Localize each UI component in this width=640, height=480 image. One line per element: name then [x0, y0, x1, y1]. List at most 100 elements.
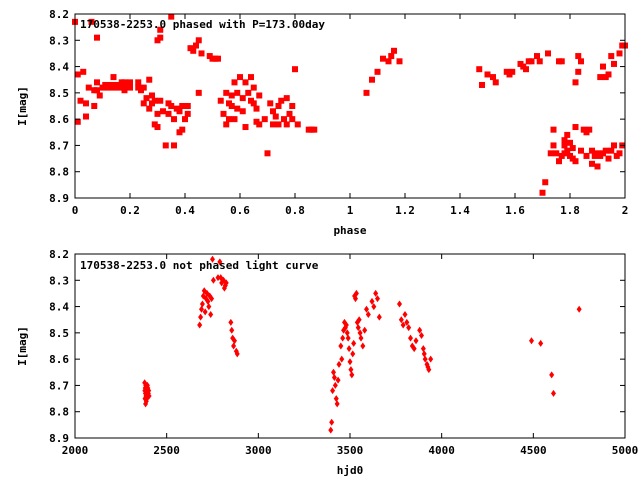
data-point	[349, 371, 355, 379]
data-point	[363, 89, 370, 96]
data-point	[333, 395, 339, 403]
data-point	[127, 84, 133, 91]
data-point	[205, 297, 211, 305]
data-point	[253, 105, 260, 112]
data-point	[347, 358, 353, 366]
data-point	[215, 55, 221, 62]
data-point	[149, 92, 155, 99]
data-point	[77, 97, 84, 104]
data-point	[479, 81, 485, 88]
data-point	[421, 350, 427, 358]
data-point	[294, 121, 301, 128]
data-point	[239, 95, 246, 102]
data-point	[146, 76, 153, 83]
data-point	[550, 142, 557, 149]
axis-ticks: 0 0.2 0.4 0.6 0.8 1 1.2 1.4 1.6 1.8 2 8.2 8.3 8.4 8.5 8…	[49, 8, 628, 217]
data-point	[567, 139, 573, 146]
data-point	[209, 295, 215, 303]
data-point	[373, 289, 379, 297]
data-point	[275, 121, 282, 128]
data-point	[157, 34, 164, 41]
data-point	[198, 313, 204, 321]
data-point	[583, 152, 590, 159]
data-point	[545, 50, 551, 57]
data-point	[334, 400, 340, 408]
data-point	[572, 158, 579, 165]
data-point	[589, 147, 595, 154]
data-point	[360, 342, 366, 350]
data-point	[94, 34, 100, 41]
data-point	[283, 95, 290, 102]
data-point	[538, 339, 544, 347]
data-point	[589, 160, 595, 167]
data-point	[380, 55, 386, 62]
data-point	[371, 303, 377, 311]
data-point	[551, 389, 556, 397]
data-point	[228, 103, 235, 109]
data-point	[157, 26, 164, 33]
y-tick-label: 8.5	[49, 87, 69, 100]
y-tick-label: 8.8	[49, 166, 69, 179]
data-point	[228, 318, 234, 326]
data-point	[210, 255, 215, 263]
data-point	[206, 303, 212, 311]
data-point	[528, 58, 535, 65]
data-point	[422, 355, 428, 363]
data-point	[226, 116, 232, 123]
data-point	[168, 13, 175, 20]
data-point	[96, 92, 103, 99]
x-tick-label: 3500	[337, 444, 364, 457]
y-tick-label: 8.8	[49, 406, 69, 419]
data-point	[338, 342, 344, 350]
data-point	[542, 179, 549, 186]
data-point	[242, 79, 249, 86]
data-point	[417, 326, 423, 334]
x-tick-label: 0.2	[120, 204, 140, 217]
x-tick-label: 1.8	[560, 204, 580, 217]
data-point	[358, 334, 364, 342]
x-tick-label: 1.6	[505, 204, 525, 217]
data-point	[597, 74, 604, 81]
data-point	[248, 74, 254, 81]
data-point	[348, 366, 354, 374]
data-point	[351, 339, 357, 347]
y-axis-label: I[mag]	[16, 326, 29, 366]
x-tick-label: 0.8	[285, 204, 305, 217]
data-point	[283, 121, 290, 128]
data-point	[242, 124, 249, 131]
y-tick-label: 8.2	[49, 248, 69, 261]
data-point	[202, 308, 208, 316]
data-point	[198, 50, 205, 57]
data-point	[408, 334, 413, 342]
data-point	[335, 376, 341, 384]
data-point	[608, 147, 615, 154]
data-point	[223, 121, 230, 128]
data-point	[256, 121, 263, 128]
data-point	[286, 110, 293, 117]
data-point	[343, 321, 349, 329]
data-point	[140, 100, 147, 107]
data-point	[406, 324, 412, 332]
data-point	[578, 58, 584, 65]
data-point	[140, 84, 147, 91]
data-point	[256, 92, 263, 99]
data-point	[154, 110, 161, 117]
data-point	[157, 97, 164, 104]
unphased-light-curve-panel: 2000 2500 3000 3500 4000 4500 5000 8.2 8.3 8.4 8.5…	[16, 248, 638, 477]
data-point	[143, 95, 150, 102]
data-point	[616, 150, 623, 157]
data-point	[261, 116, 268, 123]
data-point	[569, 145, 576, 152]
y-tick-label: 8.2	[49, 8, 69, 21]
data-point	[127, 79, 133, 86]
data-point	[578, 147, 584, 154]
data-point	[529, 337, 534, 345]
data-point	[245, 89, 252, 96]
data-points	[72, 13, 628, 196]
data-point	[594, 163, 601, 170]
x-tick-label: 1.2	[395, 204, 415, 217]
data-point	[564, 147, 571, 154]
x-tick-label: 2	[622, 204, 629, 217]
y-tick-label: 8.3	[49, 274, 69, 287]
data-point	[217, 97, 224, 104]
